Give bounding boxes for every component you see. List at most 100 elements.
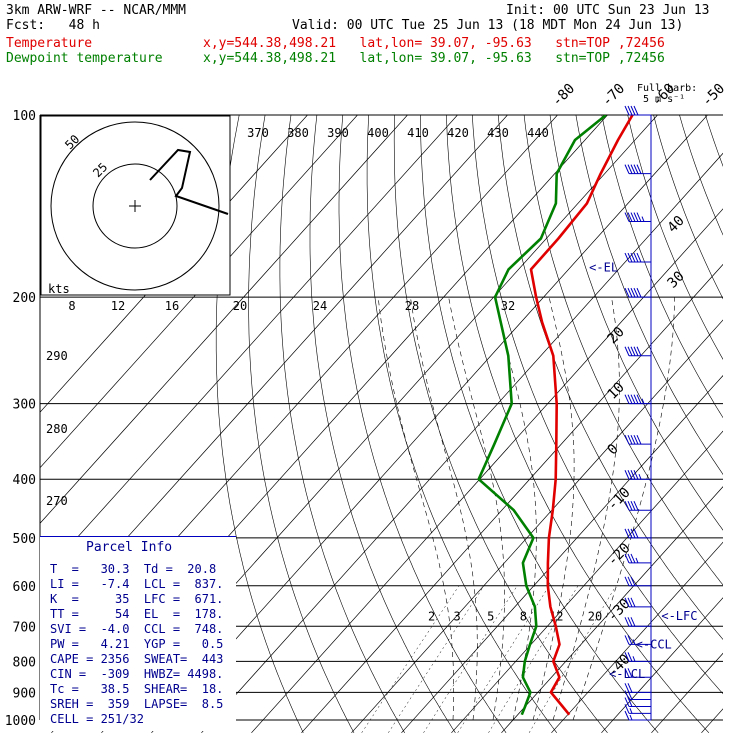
wind-barb-flag bbox=[633, 287, 639, 298]
dry-adiabat-line bbox=[601, 115, 723, 419]
level-marker-el: <-EL bbox=[589, 261, 618, 275]
wind-barb-flag bbox=[630, 470, 636, 480]
wind-barb-flag bbox=[627, 212, 633, 222]
isentrope-tick-label: 410 bbox=[407, 126, 429, 140]
wind-barb-flag bbox=[633, 500, 639, 511]
wind-barb-flag bbox=[630, 346, 636, 356]
wind-barb-flag bbox=[633, 252, 639, 263]
parcel-row: LI = -7.4 LCL = 837. bbox=[50, 577, 224, 591]
parcel-row: SVI = -4.0 CCL = 748. bbox=[50, 622, 224, 636]
wind-barb-flag bbox=[624, 287, 630, 298]
hodograph-speed-tick: 32 bbox=[501, 299, 515, 313]
mixing-ratio-line bbox=[528, 585, 617, 733]
dry-adiabat-line bbox=[420, 115, 659, 734]
temperature-legend: Temperature bbox=[6, 36, 93, 51]
dewpoint-location: x,y=544.38,498.21 lat,lon= 39.07, -95.63… bbox=[203, 51, 665, 66]
wind-barb-half-flag bbox=[629, 708, 633, 714]
wind-barb-flag bbox=[624, 652, 630, 662]
mixing-ratio-line bbox=[457, 585, 550, 733]
pressure-tick-label: 200 bbox=[13, 291, 36, 306]
wind-barb-flag bbox=[627, 346, 633, 356]
isentrope-tick-label: 400 bbox=[367, 126, 389, 140]
mixing-ratio-line bbox=[388, 585, 485, 733]
parcel-row: CIN = -309 HWBZ= 4498. bbox=[50, 667, 224, 681]
wind-barb-flag bbox=[630, 394, 636, 404]
moist-adiabat-line bbox=[377, 297, 454, 721]
wind-barb-flag bbox=[624, 710, 630, 721]
wind-barb-half-flag bbox=[635, 557, 639, 564]
isotherm-line bbox=[301, 263, 723, 734]
wind-barb-flag bbox=[624, 697, 630, 707]
pressure-tick-label: 900 bbox=[13, 686, 36, 701]
wind-barb-flag bbox=[636, 164, 642, 174]
wind-barb-half-flag bbox=[641, 398, 645, 404]
mixing-ratio-tick-label: 5 bbox=[487, 609, 494, 623]
wind-barb bbox=[624, 683, 651, 693]
dry-adiabat-line bbox=[446, 115, 710, 734]
isotherm-line bbox=[40, 115, 358, 469]
wind-barb-flag bbox=[624, 597, 630, 608]
wind-barb-flag bbox=[627, 528, 633, 539]
wind-barb bbox=[624, 470, 651, 480]
parcel-row: CELL = 251/32 bbox=[50, 712, 144, 726]
wind-barb bbox=[624, 252, 651, 263]
wind-barb-flag bbox=[627, 105, 633, 116]
wind-barb bbox=[624, 710, 651, 721]
pressure-tick-label: 400 bbox=[13, 473, 36, 488]
isotherm-line bbox=[551, 541, 723, 734]
mixing-ratio-line bbox=[361, 585, 460, 733]
wind-barb-half-flag bbox=[641, 216, 645, 222]
wind-barb-flag bbox=[627, 553, 633, 564]
wind-barb-half-flag bbox=[632, 656, 636, 662]
wind-barb-flag bbox=[624, 528, 630, 539]
forecast-hour: Fcst: 48 h bbox=[6, 18, 100, 33]
wind-barb-flag bbox=[627, 500, 633, 511]
hodograph-units-label: kts bbox=[48, 282, 70, 296]
wind-barb-flag bbox=[624, 346, 630, 356]
dewpoint-legend: Dewpoint temperature bbox=[6, 51, 163, 66]
dry-adiabat-line bbox=[523, 115, 723, 586]
temperature-location: x,y=544.38,498.21 lat,lon= 39.07, -95.63… bbox=[203, 36, 665, 51]
dry-adiabat-line bbox=[393, 115, 608, 733]
mixing-ratio-tick-label: 3 bbox=[453, 609, 460, 623]
wind-barb-flag bbox=[630, 212, 636, 222]
wind-barb-flag bbox=[624, 252, 630, 263]
isentrope-tick-label: 380 bbox=[287, 126, 309, 140]
isentrope-tick-label: 390 bbox=[327, 126, 349, 140]
isotherm-line bbox=[251, 208, 723, 734]
wind-barb bbox=[624, 500, 651, 511]
pressure-tick-label: 1000 bbox=[5, 714, 36, 729]
hodograph-ring bbox=[92, 163, 178, 249]
wind-barb-flag bbox=[630, 105, 636, 116]
wind-barb-flag bbox=[624, 500, 630, 511]
wind-barb-flag bbox=[630, 617, 636, 627]
moist-adiabat-line bbox=[494, 297, 537, 721]
wind-barb-half-flag bbox=[632, 639, 636, 645]
wind-barb-flag bbox=[636, 212, 642, 222]
wind-barb-flag bbox=[636, 394, 642, 404]
barb-legend: Full barb: bbox=[637, 83, 698, 94]
parcel-row: PW = 4.21 YGP = 0.5 bbox=[50, 637, 224, 651]
isotherm-line bbox=[451, 430, 723, 734]
dry-adiabat-line bbox=[338, 115, 507, 733]
wind-barb bbox=[624, 212, 651, 223]
pressure-tick-label: 700 bbox=[13, 620, 36, 635]
wind-barb-flag bbox=[627, 252, 633, 263]
pressure-tick-label: 100 bbox=[13, 109, 36, 124]
wind-barb-flag bbox=[633, 105, 639, 116]
isotherm-line bbox=[201, 152, 723, 734]
pressure-tick-label: 800 bbox=[13, 655, 36, 670]
wind-barb-flag bbox=[624, 553, 630, 564]
isentrope-tick-label: 270 bbox=[46, 494, 68, 508]
wind-barb-flag bbox=[624, 164, 630, 174]
wind-barb-flag bbox=[627, 470, 633, 480]
wind-barb-flag bbox=[624, 635, 630, 645]
dry-adiabat-line bbox=[575, 115, 723, 475]
isotherm-line bbox=[40, 115, 458, 580]
temperature-profile bbox=[529, 115, 634, 716]
wind-barb bbox=[624, 668, 651, 678]
hodograph-trace bbox=[149, 148, 229, 215]
wind-barb-flag bbox=[630, 434, 636, 445]
wind-barb-flag bbox=[624, 617, 630, 627]
wind-barb-flag bbox=[633, 528, 639, 539]
